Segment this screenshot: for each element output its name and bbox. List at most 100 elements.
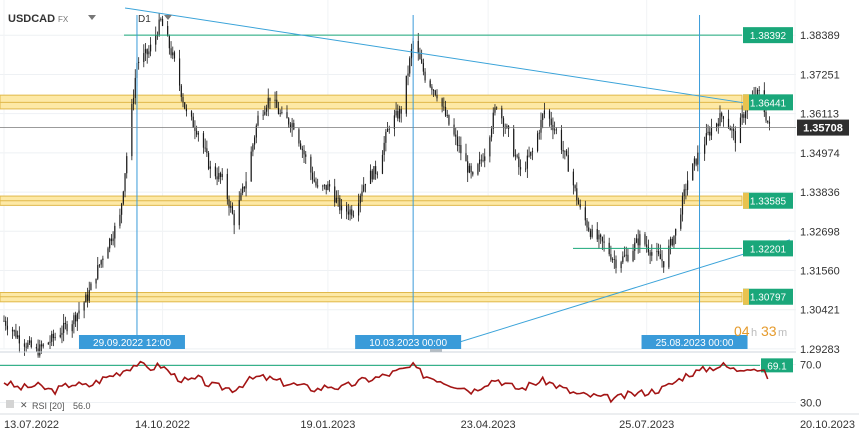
current-price-value: 1.35708: [803, 123, 843, 135]
candle-body: [216, 176, 218, 180]
candle-body: [112, 238, 114, 242]
candle-body: [560, 129, 563, 151]
candle-body: [743, 114, 745, 118]
candle-body: [52, 333, 55, 339]
candle-body: [240, 192, 242, 201]
pane-resize-handle[interactable]: [430, 349, 442, 352]
level-tag-box[interactable]: [743, 192, 793, 209]
candle-body: [734, 131, 736, 143]
candle-body: [134, 77, 136, 98]
rsi-line: [3, 360, 769, 404]
candle-body: [514, 155, 517, 157]
candle-body: [710, 127, 713, 136]
drawn-lines[interactable]: [0, 7, 796, 350]
candle-body: [436, 94, 438, 99]
candle-body: [196, 130, 198, 135]
date-tick-label: 19.01.2023: [300, 419, 355, 431]
market-label: FX: [58, 15, 69, 24]
candle-body: [727, 118, 730, 128]
candle-body: [480, 159, 482, 161]
price-axis: 1.38389 1.37251 1.36113 1.34974 1.33836 1.326…: [800, 30, 840, 356]
rsi-close-icon[interactable]: ✕: [20, 400, 28, 410]
candle-body: [313, 179, 315, 182]
candle-body: [180, 85, 182, 97]
candle-body: [417, 41, 419, 54]
candle-body: [375, 166, 377, 174]
candle-body: [663, 261, 665, 268]
level-tag-box[interactable]: [743, 27, 793, 44]
candle-body: [465, 153, 467, 162]
candle-body: [717, 123, 719, 126]
candle-body: [340, 205, 343, 211]
timeframe-dropdown-icon[interactable]: [164, 15, 172, 20]
candle-body: [600, 234, 602, 238]
rsi-settings-icon[interactable]: [6, 400, 14, 408]
candle-body: [596, 229, 598, 240]
candle-body: [680, 214, 682, 229]
candle-body: [659, 254, 661, 260]
candle-body: [731, 129, 733, 131]
candle-body: [502, 118, 505, 128]
candle-body: [11, 329, 14, 332]
candle-body: [144, 49, 147, 54]
candle-body: [669, 238, 672, 246]
candle-body: [620, 262, 622, 269]
candle-body: [339, 198, 341, 211]
candle-body: [182, 96, 184, 103]
price-tick-label: 1.30421: [800, 305, 840, 317]
candle-body: [337, 197, 339, 199]
bar-countdown: 04 h 33 m: [734, 323, 787, 339]
symbol-dropdown-icon[interactable]: [88, 15, 96, 20]
candle-body: [479, 159, 481, 165]
candle-body: [194, 127, 196, 131]
candle-body: [42, 344, 44, 347]
countdown-hours: 04: [734, 323, 750, 339]
candle-body: [637, 238, 639, 246]
candle-body: [651, 252, 653, 256]
candle-body: [467, 161, 469, 173]
candle-body: [692, 163, 694, 181]
candle-body: [554, 129, 556, 131]
candle-body: [363, 185, 365, 192]
candle-body: [288, 118, 290, 125]
candle-body: [472, 172, 474, 175]
candle-body: [675, 228, 677, 236]
candle-body: [519, 167, 522, 170]
trendline[interactable]: [124, 7, 746, 104]
candle-body: [219, 173, 222, 178]
rsi-tick-label: 70.0: [800, 360, 821, 372]
candle-body: [325, 184, 327, 191]
candle-body: [441, 98, 443, 107]
candle-body: [671, 238, 673, 246]
candle-body: [424, 71, 426, 81]
candle-body: [121, 203, 123, 215]
rsi-tick-label: 30.0: [800, 398, 821, 410]
level-tag-box[interactable]: [743, 288, 793, 305]
candle-body: [218, 173, 220, 180]
candle-body: [704, 144, 706, 154]
candle-body: [444, 107, 447, 116]
candle-body: [565, 150, 568, 156]
vertical-date-markers[interactable]: 29.09.2022 12:00 10.03.2023 00:00 25.08.20…: [78, 15, 748, 349]
candle-body: [501, 108, 503, 119]
level-tags[interactable]: 1.38392 1.36441 1.33585 1.32201 1.30797: [743, 27, 793, 305]
candle-body: [381, 154, 384, 174]
candle-body: [86, 294, 89, 301]
candle-body: [73, 315, 75, 325]
candle-body: [17, 335, 19, 338]
candle-body: [351, 209, 353, 216]
candle-body: [589, 230, 592, 237]
candle-body: [226, 173, 228, 200]
candle-body: [543, 110, 546, 115]
rsi-level-tag[interactable]: [761, 358, 793, 373]
candle-body: [453, 124, 455, 135]
level-tag-box[interactable]: [743, 240, 793, 257]
candle-body: [122, 191, 124, 204]
trendline[interactable]: [436, 239, 791, 350]
date-tick-label: 20.10.2023: [800, 419, 855, 431]
candle-body: [100, 260, 102, 265]
candle-body: [405, 75, 407, 114]
level-tag-box[interactable]: [743, 94, 793, 111]
vertical-marker-tag: [641, 335, 748, 349]
